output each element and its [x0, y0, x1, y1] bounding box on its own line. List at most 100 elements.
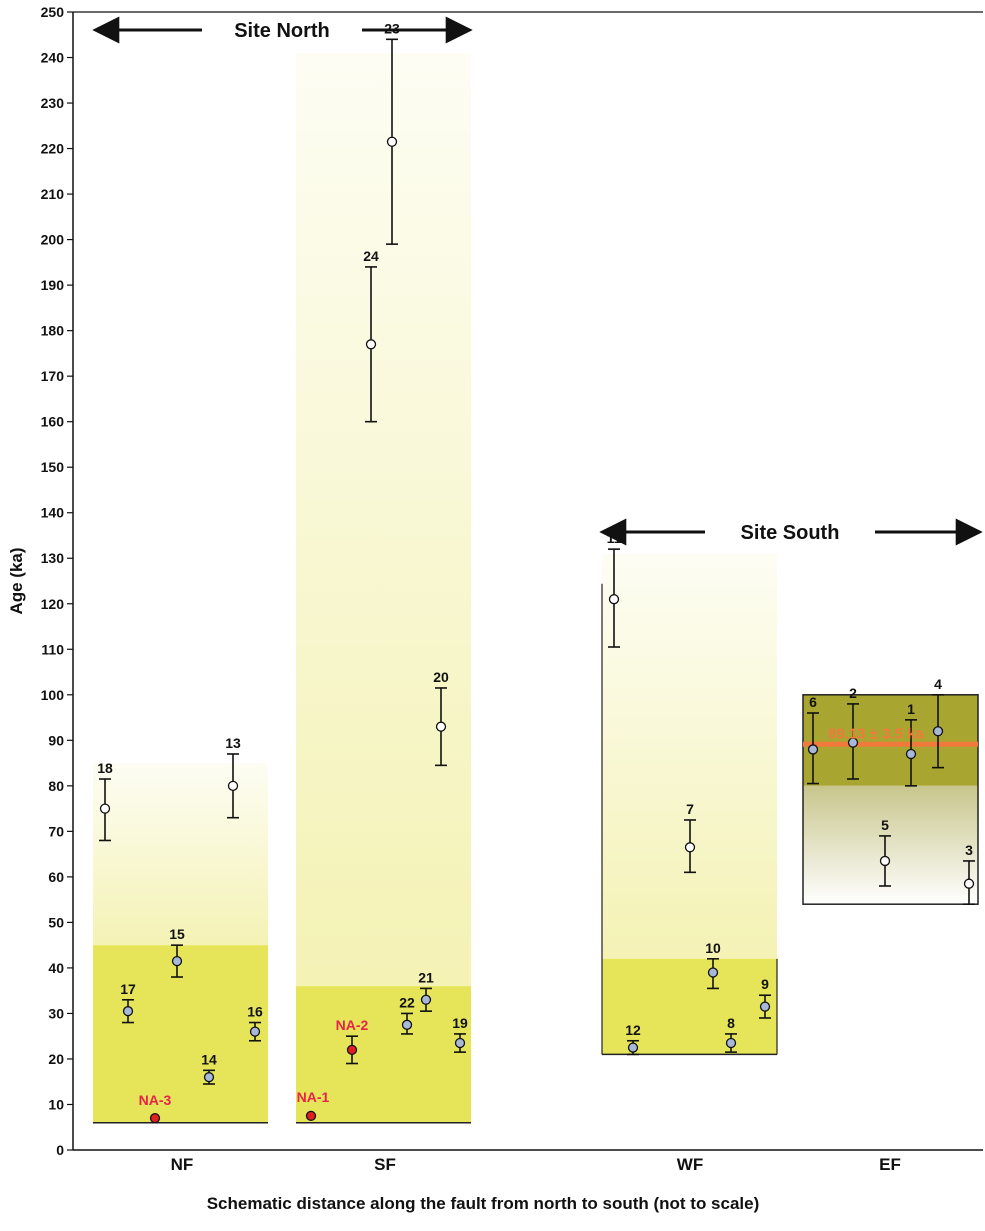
- y-tick-label-250: 250: [41, 4, 65, 20]
- point-1-label: 1: [907, 701, 915, 717]
- point-22-marker: [401, 1019, 413, 1030]
- point-18-marker: [99, 803, 111, 814]
- point-19-marker: [454, 1037, 466, 1049]
- point-20-label: 20: [433, 669, 449, 685]
- point-23-marker: [386, 136, 398, 147]
- point-23-label: 23: [384, 20, 400, 36]
- point-12-label: 12: [625, 1022, 641, 1038]
- y-tick-label-10: 10: [48, 1096, 64, 1112]
- point-na-3-label: NA-3: [139, 1092, 172, 1108]
- y-tick-label-220: 220: [41, 141, 65, 157]
- point-16-marker: [249, 1026, 261, 1037]
- point-15-marker: [171, 955, 183, 967]
- y-tick-label-90: 90: [48, 732, 64, 748]
- point-10-label: 10: [705, 940, 721, 956]
- point-4-label: 4: [934, 676, 942, 692]
- y-tick-label-50: 50: [48, 914, 64, 930]
- point-4-marker: [932, 726, 944, 737]
- point-24-marker: [365, 339, 377, 350]
- point-na-1-label: NA-1: [297, 1089, 330, 1105]
- y-tick-label-0: 0: [56, 1142, 64, 1158]
- y-tick-label-160: 160: [41, 414, 65, 430]
- y-tick-label-140: 140: [41, 505, 65, 521]
- axes: [67, 11, 983, 1151]
- box-ef-upper: [803, 694, 978, 786]
- point-9-label: 9: [761, 976, 769, 992]
- point-12-marker: [627, 1042, 639, 1053]
- x-category-label-wf: WF: [677, 1155, 703, 1174]
- point-11-marker: [608, 594, 620, 605]
- point-9-marker: [759, 1001, 771, 1012]
- point-17-marker: [122, 1006, 134, 1017]
- point-14-marker: [203, 1072, 215, 1083]
- point-17-label: 17: [120, 981, 136, 997]
- point-18-label: 18: [97, 760, 113, 776]
- point-6-marker: [807, 744, 819, 755]
- y-tick-label-130: 130: [41, 550, 65, 566]
- point-22-label: 22: [399, 994, 415, 1010]
- point-20-marker: [435, 721, 447, 732]
- point-21-marker: [420, 994, 432, 1005]
- point-2-marker: [847, 737, 859, 748]
- point-na-1-marker: [305, 1110, 317, 1122]
- point-na-3-marker: [149, 1112, 161, 1124]
- point-3-marker: [963, 878, 975, 889]
- point-8-marker: [725, 1037, 737, 1049]
- y-tick-label-210: 210: [41, 186, 65, 202]
- point-21-label: 21: [418, 969, 434, 985]
- y-tick-label-70: 70: [48, 823, 64, 839]
- y-tick-label-230: 230: [41, 95, 65, 111]
- point-5-label: 5: [881, 817, 889, 833]
- y-tick-label-170: 170: [41, 368, 65, 384]
- point-na-2-marker: [346, 1044, 358, 1056]
- y-tick-label-110: 110: [41, 641, 64, 657]
- y-tick-label-40: 40: [48, 960, 64, 976]
- point-13-label: 13: [225, 735, 241, 751]
- y-tick-label-20: 20: [48, 1051, 64, 1067]
- y-tick-label-200: 200: [41, 232, 65, 248]
- y-tick-label-100: 100: [41, 687, 65, 703]
- point-19-label: 19: [452, 1015, 468, 1031]
- y-tick-label-190: 190: [41, 277, 65, 293]
- x-axis-title: Schematic distance along the fault from …: [207, 1194, 760, 1213]
- box-ef-lower: [803, 785, 978, 905]
- point-1-marker: [905, 748, 917, 760]
- y-tick-label-60: 60: [48, 869, 64, 885]
- y-tick-label-30: 30: [48, 1005, 64, 1021]
- box-ef-frame: [802, 694, 979, 905]
- data-points: [99, 38, 975, 1124]
- point-5-marker: [879, 855, 891, 867]
- point-3-label: 3: [965, 842, 973, 858]
- y-tick-label-120: 120: [41, 596, 65, 612]
- point-13-marker: [227, 780, 239, 791]
- x-category-label-ef: EF: [879, 1155, 901, 1174]
- point-6-label: 6: [809, 694, 817, 710]
- x-category-label-sf: SF: [374, 1155, 396, 1174]
- point-15-label: 15: [169, 926, 185, 942]
- box-sf-upper: [296, 52, 471, 987]
- point-16-label: 16: [247, 1004, 263, 1020]
- point-7-marker: [684, 842, 696, 853]
- annotation-label: 89.13 ± 3.5 ka: [828, 725, 924, 742]
- box-nf-lower: [93, 945, 268, 1123]
- point-11-label: 11: [607, 530, 622, 546]
- y-tick-label-150: 150: [41, 459, 65, 475]
- y-tick-label-240: 240: [41, 50, 65, 66]
- box-wf-upper: [602, 553, 777, 959]
- group-boxes: [93, 52, 979, 1124]
- point-8-label: 8: [727, 1015, 735, 1031]
- point-7-label: 7: [686, 801, 694, 817]
- point-24-label: 24: [363, 248, 379, 264]
- site-north-label: Site North: [234, 20, 330, 42]
- point-2-label: 2: [849, 685, 857, 701]
- box-sf-lower: [296, 986, 471, 1123]
- y-tick-label-80: 80: [48, 778, 64, 794]
- box-nf-upper: [93, 763, 268, 946]
- box-wf-lower: [602, 958, 777, 1055]
- x-category-label-nf: NF: [171, 1155, 194, 1174]
- point-14-label: 14: [201, 1051, 217, 1067]
- site-south-label: Site South: [741, 522, 840, 544]
- point-na-2-label: NA-2: [336, 1017, 369, 1033]
